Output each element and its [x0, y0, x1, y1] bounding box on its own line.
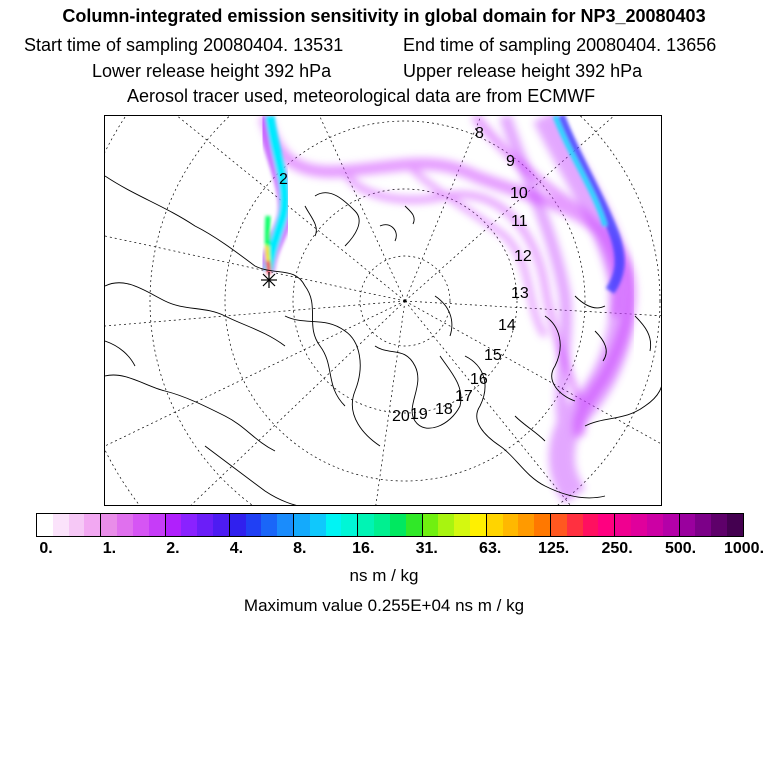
colorbar-cell: [695, 514, 712, 536]
colorbar-cell: [631, 514, 647, 536]
day-labels: 2 8 9 10 11 12 13 14 15 16 17 18 19 20: [279, 125, 532, 425]
colorbar-cell: [614, 514, 632, 536]
colorbar-cell: [52, 514, 69, 536]
colorbar-cell: [357, 514, 375, 536]
colorbar-unit: ns m / kg: [349, 566, 419, 585]
plume-cyan: [257, 116, 294, 275]
upper-release-height: Upper release height 392 hPa: [403, 61, 643, 81]
colorbar-cell: [598, 514, 615, 536]
day-label: 17: [455, 388, 473, 405]
end-time: End time of sampling 20080404. 13656: [403, 35, 717, 55]
day-label: 9: [506, 153, 515, 170]
coastlines: [105, 175, 661, 505]
colorbar-tick-label: 31.: [415, 540, 438, 557]
day-label: 8: [475, 125, 484, 142]
colorbar-tick-label: 125.: [538, 540, 570, 557]
colorbar-cell: [502, 514, 519, 536]
release-point-marker: [261, 272, 277, 288]
colorbar-cell: [309, 514, 326, 536]
colorbar: [36, 513, 744, 537]
colorbar-tick-label: 4.: [229, 540, 244, 557]
day-label: 15: [484, 347, 502, 364]
colorbar-cell: [325, 514, 342, 536]
colorbar-cell: [84, 514, 101, 536]
colorbar-tick-label: 1.: [102, 540, 117, 557]
day-label: 11: [511, 213, 528, 230]
maximum-value: Maximum value 0.255E+04 ns m / kg: [243, 596, 525, 615]
colorbar-cell: [132, 514, 149, 536]
day-label: 13: [511, 285, 529, 302]
colorbar-cell: [469, 514, 486, 536]
colorbar-cell: [550, 514, 567, 536]
colorbar-cell: [678, 514, 696, 536]
colorbar-cell: [726, 514, 743, 536]
colorbar-cell: [454, 514, 470, 536]
colorbar-tick-label: 16.: [352, 540, 375, 557]
day-label: 12: [514, 248, 532, 265]
day-label: 14: [498, 317, 516, 334]
colorbar-cell: [341, 514, 358, 536]
colorbar-cell: [277, 514, 293, 536]
colorbar-cell: [212, 514, 229, 536]
lower-release-height: Lower release height 392 hPa: [92, 61, 332, 81]
colorbar-cell: [293, 514, 310, 536]
colorbar-cell: [37, 514, 53, 536]
colorbar-cell: [181, 514, 198, 536]
colorbar-cell: [518, 514, 535, 536]
colorbar-cell: [261, 514, 278, 536]
colorbar-tick-label: 0.: [39, 540, 53, 557]
colorbar-tick-label: 500.: [664, 540, 697, 557]
colorbar-tick-label: 8.: [293, 540, 307, 557]
colorbar-cell: [164, 514, 182, 536]
colorbar-cell: [421, 514, 439, 536]
colorbar-cell: [485, 514, 503, 536]
colorbar-cell: [711, 514, 727, 536]
colorbar-cell: [405, 514, 422, 536]
colorbar-tick-label: 250.: [601, 540, 633, 557]
colorbar-cell: [646, 514, 663, 536]
polar-map: 2 8 9 10 11 12 13 14 15 16 17 18 19 20: [104, 115, 662, 506]
colorbar-cell: [117, 514, 133, 536]
day-label: 2: [279, 171, 288, 188]
colorbar-cell: [566, 514, 583, 536]
tracer-info: Aerosol tracer used, meteorological data…: [127, 86, 596, 106]
start-time: Start time of sampling 20080404. 13531: [24, 35, 344, 55]
colorbar-tick-label: 1000.: [723, 540, 765, 557]
colorbar-tick-label: 2.: [166, 540, 180, 557]
plume-right: [499, 116, 636, 504]
day-label: 18: [435, 401, 453, 418]
day-label: 19: [410, 406, 428, 423]
colorbar-cell: [389, 514, 406, 536]
colorbar-cell: [438, 514, 455, 536]
day-label: 20: [392, 408, 410, 425]
colorbar-cell: [68, 514, 85, 536]
colorbar-cell: [148, 514, 165, 536]
colorbar-cell: [374, 514, 390, 536]
map-canvas: 2 8 9 10 11 12 13 14 15 16 17 18 19 20: [105, 116, 661, 505]
colorbar-cell: [100, 514, 118, 536]
colorbar-cell: [662, 514, 679, 536]
day-label: 16: [470, 371, 488, 388]
plot-title: Column-integrated emission sensitivity i…: [62, 6, 706, 26]
colorbar-cell: [534, 514, 550, 536]
colorbar-cell: [245, 514, 262, 536]
plume-blue: [552, 116, 625, 294]
colorbar-cell: [228, 514, 246, 536]
colorbar-cell: [197, 514, 213, 536]
day-label: 10: [510, 185, 528, 202]
colorbar-tick-label: 63.: [479, 540, 502, 557]
colorbar-cell: [582, 514, 599, 536]
